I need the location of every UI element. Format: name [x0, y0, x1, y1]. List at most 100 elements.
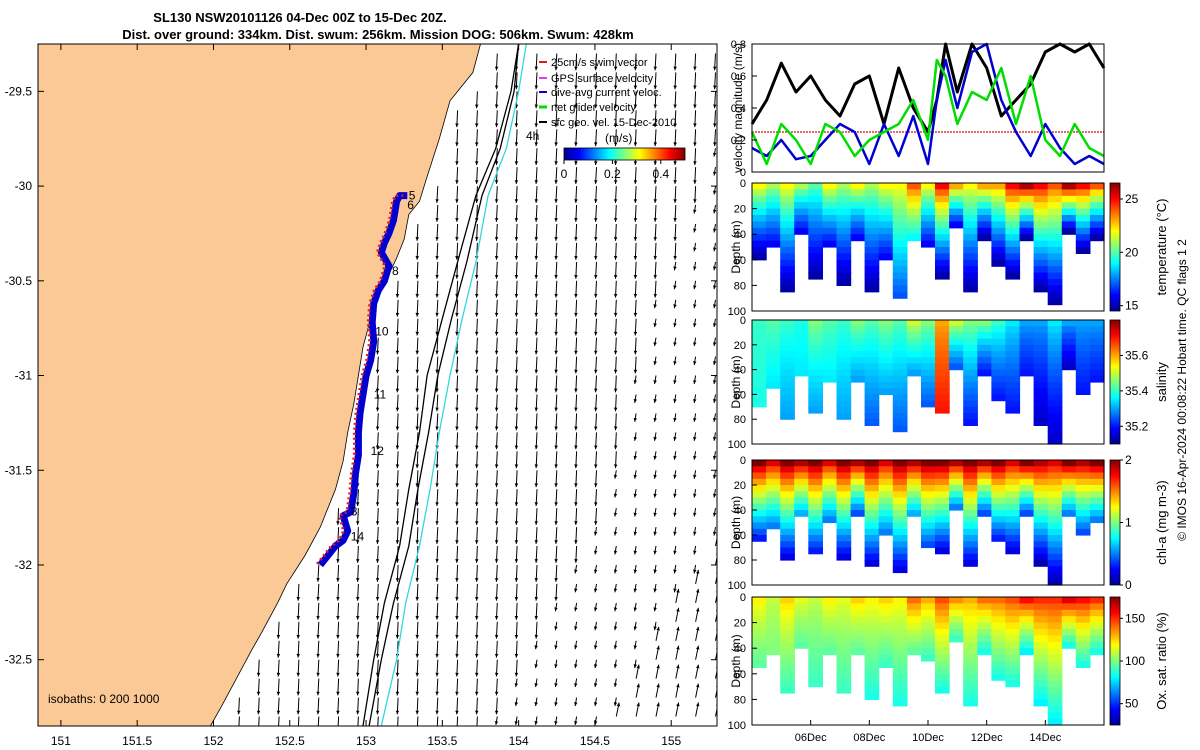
section-cell — [836, 227, 852, 235]
section-cell — [878, 641, 894, 649]
velocity-vector-head — [376, 730, 379, 734]
section-cell — [808, 247, 823, 254]
section-cell — [808, 195, 823, 203]
section-cell — [991, 357, 1007, 364]
section-cell — [991, 326, 1007, 333]
section-cell — [766, 516, 781, 524]
velocity-vector — [377, 716, 379, 726]
section-cell — [836, 247, 852, 254]
velocity-vector-head — [574, 237, 578, 241]
section-cell — [921, 208, 936, 216]
section-cell — [906, 369, 922, 377]
velocity-vector-head — [574, 483, 578, 488]
velocity-vector-head — [633, 436, 637, 441]
section-cell — [850, 227, 866, 235]
section-cell — [794, 202, 809, 210]
velocity-vector-head — [594, 426, 598, 431]
section-cell — [991, 344, 1007, 352]
section-cell — [752, 654, 767, 662]
section-cell — [752, 503, 767, 511]
section-cell — [935, 363, 950, 371]
section-cell — [780, 661, 795, 668]
velocity-vector-head — [673, 161, 677, 165]
section-cell — [752, 478, 767, 486]
velocity-vector-head — [316, 578, 320, 582]
velocity-vector-head — [594, 388, 598, 393]
velocity-vector-head — [554, 199, 558, 203]
velocity-vector-head — [656, 683, 660, 688]
velocity-vector-head — [593, 645, 598, 650]
section-cell — [766, 510, 781, 517]
section-cell — [794, 497, 809, 505]
section-cell — [780, 202, 795, 210]
velocity-vector-head — [395, 559, 400, 563]
section-cell — [1047, 326, 1063, 333]
section-cell — [822, 344, 838, 352]
section-cell — [1019, 357, 1035, 364]
section-cell — [766, 609, 781, 617]
section-cell — [935, 648, 950, 656]
section-cell — [808, 497, 823, 505]
velocity-vector-head — [316, 653, 320, 658]
section-cell — [864, 597, 880, 604]
section-cell — [921, 597, 936, 604]
section-cell — [892, 320, 908, 327]
section-cell — [949, 357, 964, 364]
section-cell — [1033, 279, 1049, 286]
velocity-vector-head — [633, 142, 638, 147]
day-label: 12 — [371, 444, 385, 458]
section-cell — [864, 394, 880, 402]
section-cell — [780, 648, 795, 656]
section-cell — [963, 419, 978, 426]
section-cell — [836, 616, 852, 624]
velocity-vector-head — [534, 312, 538, 317]
section-cell — [752, 195, 767, 203]
section-cell — [766, 597, 781, 604]
section-cell — [977, 472, 992, 480]
section-cell — [864, 472, 880, 480]
section-cell — [1075, 183, 1091, 190]
velocity-vector-head — [534, 702, 538, 706]
velocity-vector-head — [475, 142, 479, 147]
section-cell — [1089, 215, 1105, 222]
velocity-vector-head — [613, 445, 618, 450]
velocity-vector-head — [554, 312, 558, 317]
velocity-vector-head — [673, 455, 677, 460]
velocity-vector-head — [613, 645, 618, 650]
velocity-vector-head — [673, 436, 677, 441]
section-cell — [963, 491, 978, 499]
section-cell — [935, 351, 950, 358]
velocity-vector-head — [594, 502, 598, 506]
section-cell — [1033, 516, 1049, 524]
section-cell — [1019, 183, 1035, 190]
section-cell — [780, 363, 795, 371]
velocity-vector-head — [455, 142, 459, 147]
velocity-vector-head — [375, 710, 380, 715]
section-cell — [780, 195, 795, 203]
section-cell — [878, 661, 894, 668]
section-cell — [1005, 240, 1021, 248]
section-cell — [977, 234, 992, 242]
section-cell — [864, 693, 880, 700]
section-cell — [935, 503, 950, 511]
velocity-vector — [258, 716, 260, 726]
section-cell — [836, 641, 852, 649]
section-cell — [752, 375, 767, 383]
section-cell — [963, 528, 978, 536]
velocity-vector-head — [594, 312, 598, 317]
velocity-vector-head — [673, 380, 677, 384]
title-line-2: Dist. over ground: 334km. Dist. swum: 25… — [122, 27, 634, 42]
velocity-vector-head — [653, 293, 657, 298]
section-cell — [752, 369, 767, 377]
section-cell — [935, 641, 950, 649]
velocity-vector-head — [594, 66, 598, 71]
section-cell — [808, 528, 823, 536]
velocity-vector-head — [277, 730, 281, 734]
section-cell — [808, 673, 823, 681]
section-cell — [850, 332, 866, 340]
velocity-vector-head — [613, 550, 618, 555]
section-cell — [752, 516, 767, 524]
section-cell — [1075, 247, 1091, 254]
section-cell — [949, 503, 964, 511]
